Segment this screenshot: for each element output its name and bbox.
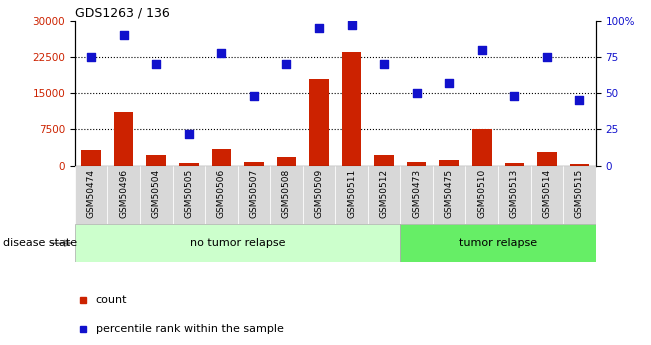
Text: GSM50514: GSM50514 bbox=[542, 169, 551, 218]
Bar bbox=[335, 166, 368, 224]
Bar bbox=[465, 166, 498, 224]
Bar bbox=[570, 164, 589, 166]
Bar bbox=[81, 150, 101, 166]
Point bbox=[118, 32, 129, 38]
Point bbox=[444, 80, 454, 86]
Bar bbox=[114, 112, 133, 166]
Text: GSM50496: GSM50496 bbox=[119, 169, 128, 218]
Bar bbox=[374, 155, 394, 166]
Bar bbox=[400, 166, 433, 224]
Point bbox=[509, 93, 519, 99]
Bar bbox=[277, 157, 296, 166]
Bar bbox=[505, 163, 524, 166]
Bar bbox=[439, 160, 459, 166]
Bar bbox=[342, 52, 361, 166]
Bar bbox=[270, 166, 303, 224]
Text: disease state: disease state bbox=[3, 238, 77, 248]
Point bbox=[314, 25, 324, 31]
Text: count: count bbox=[96, 295, 127, 305]
Bar bbox=[433, 166, 465, 224]
Point bbox=[411, 90, 422, 96]
Text: GSM50507: GSM50507 bbox=[249, 169, 258, 218]
Bar bbox=[140, 166, 173, 224]
Text: GSM50475: GSM50475 bbox=[445, 169, 454, 218]
Point bbox=[574, 98, 585, 103]
Point bbox=[86, 54, 96, 60]
Bar bbox=[179, 163, 199, 166]
Bar bbox=[75, 166, 107, 224]
Text: GSM50511: GSM50511 bbox=[347, 169, 356, 218]
Bar bbox=[75, 224, 400, 262]
Point bbox=[216, 50, 227, 55]
Text: GSM50508: GSM50508 bbox=[282, 169, 291, 218]
Bar bbox=[107, 166, 140, 224]
Bar bbox=[407, 162, 426, 166]
Text: GSM50515: GSM50515 bbox=[575, 169, 584, 218]
Bar bbox=[531, 166, 563, 224]
Point bbox=[542, 54, 552, 60]
Bar bbox=[205, 166, 238, 224]
Text: percentile rank within the sample: percentile rank within the sample bbox=[96, 325, 284, 334]
Text: GSM50506: GSM50506 bbox=[217, 169, 226, 218]
Bar bbox=[400, 224, 596, 262]
Bar bbox=[244, 162, 264, 166]
Text: GDS1263 / 136: GDS1263 / 136 bbox=[75, 7, 170, 20]
Text: GSM50510: GSM50510 bbox=[477, 169, 486, 218]
Bar bbox=[238, 166, 270, 224]
Bar bbox=[173, 166, 205, 224]
Text: tumor relapse: tumor relapse bbox=[459, 238, 537, 248]
Bar bbox=[303, 166, 335, 224]
Text: GSM50504: GSM50504 bbox=[152, 169, 161, 218]
Bar bbox=[368, 166, 400, 224]
Text: GSM50513: GSM50513 bbox=[510, 169, 519, 218]
Bar bbox=[563, 166, 596, 224]
Point bbox=[249, 93, 259, 99]
Point bbox=[281, 61, 292, 67]
Bar bbox=[498, 166, 531, 224]
Bar bbox=[537, 152, 557, 166]
Text: GSM50512: GSM50512 bbox=[380, 169, 389, 218]
Text: no tumor relapse: no tumor relapse bbox=[190, 238, 285, 248]
Bar bbox=[309, 79, 329, 166]
Text: GSM50473: GSM50473 bbox=[412, 169, 421, 218]
Bar bbox=[212, 149, 231, 166]
Point bbox=[151, 61, 161, 67]
Text: GSM50509: GSM50509 bbox=[314, 169, 324, 218]
Point bbox=[477, 47, 487, 52]
Text: GSM50474: GSM50474 bbox=[87, 169, 96, 218]
Text: GSM50505: GSM50505 bbox=[184, 169, 193, 218]
Point bbox=[346, 22, 357, 28]
Bar bbox=[472, 129, 492, 166]
Bar bbox=[146, 155, 166, 166]
Point bbox=[184, 131, 194, 137]
Point bbox=[379, 61, 389, 67]
